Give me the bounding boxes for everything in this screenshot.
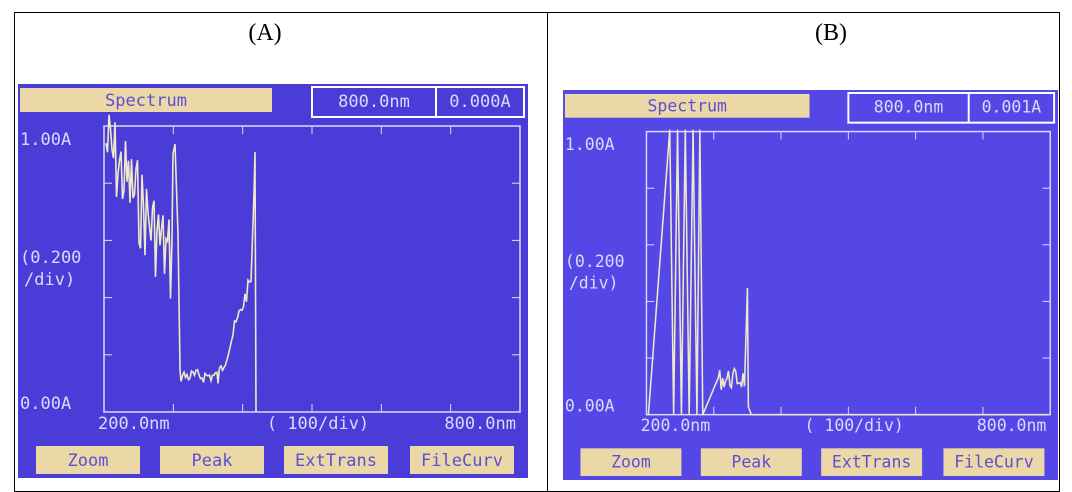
y-top-label: 1.00A bbox=[565, 135, 615, 154]
soft-button-label: ExtTrans bbox=[295, 451, 377, 471]
wavelength-readout: 800.0nm bbox=[874, 97, 944, 116]
x-left-label: 200.0nm bbox=[98, 414, 170, 434]
soft-button-label: Peak bbox=[731, 453, 771, 472]
x-scale-label: ( 100/div) bbox=[267, 414, 369, 434]
absorbance-readout: 0.000A bbox=[449, 92, 510, 112]
x-scale-label: ( 100/div) bbox=[805, 416, 904, 435]
y-bottom-label: 0.00A bbox=[20, 394, 71, 414]
screen-photo: Spectrum 800.0nm 0.001A 1.00A (0.200/div) 0.0… bbox=[563, 90, 1058, 480]
y-scale-label: (0.200 bbox=[20, 248, 81, 268]
screen-title: Spectrum bbox=[105, 91, 187, 111]
y-top-label: 1.00A bbox=[20, 130, 71, 150]
x-right-label: 800.0nm bbox=[444, 414, 516, 434]
panel-label: (A) bbox=[215, 20, 315, 47]
y-bottom-label: 0.00A bbox=[565, 396, 615, 415]
soft-button-label: Peak bbox=[192, 451, 233, 471]
divider bbox=[547, 12, 549, 492]
x-left-label: 200.0nm bbox=[641, 416, 711, 435]
y-scale-label: /div) bbox=[569, 273, 619, 292]
soft-button-label: FileCurv bbox=[954, 453, 1033, 472]
y-scale-label: (0.200 bbox=[565, 252, 625, 271]
soft-button-label: Zoom bbox=[611, 453, 651, 472]
panel-label: (B) bbox=[781, 20, 881, 47]
x-right-label: 800.0nm bbox=[977, 416, 1047, 435]
y-scale-label: /div) bbox=[24, 270, 75, 290]
screen-photo: Spectrum 800.0nm 0.000A 1.00A (0.200/div) 0.0… bbox=[18, 84, 528, 478]
wavelength-readout: 800.0nm bbox=[338, 92, 410, 112]
screen-title: Spectrum bbox=[648, 96, 727, 115]
soft-button-label: ExtTrans bbox=[832, 453, 911, 472]
soft-button-label: FileCurv bbox=[421, 451, 503, 471]
soft-button-label: Zoom bbox=[68, 451, 109, 471]
absorbance-readout: 0.001A bbox=[982, 97, 1042, 116]
figure: (A) (B) Spectrum 800.0nm 0.000A 1.00A (0.200… bbox=[0, 0, 1072, 486]
